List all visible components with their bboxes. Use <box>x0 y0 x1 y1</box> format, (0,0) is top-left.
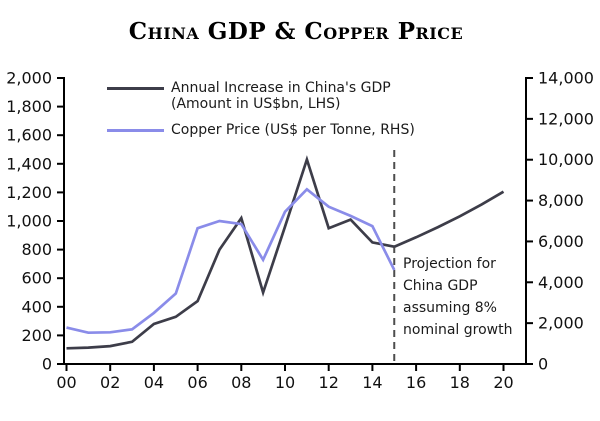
svg-text:2,000: 2,000 <box>6 69 52 88</box>
svg-text:1,600: 1,600 <box>6 126 52 145</box>
svg-text:10,000: 10,000 <box>538 150 594 169</box>
svg-text:4,000: 4,000 <box>538 273 584 292</box>
svg-text:1,400: 1,400 <box>6 154 52 173</box>
svg-text:800: 800 <box>21 240 52 259</box>
copper-line-swatch <box>107 129 164 132</box>
svg-text:2,000: 2,000 <box>538 314 584 333</box>
svg-text:12: 12 <box>319 373 339 392</box>
svg-text:14: 14 <box>362 373 382 392</box>
legend-label-gdp: Annual Increase in China's GDP (Amount i… <box>171 80 391 112</box>
legend-label-copper: Copper Price (US$ per Tonne, RHS) <box>171 122 415 138</box>
svg-text:08: 08 <box>231 373 251 392</box>
svg-text:18: 18 <box>450 373 470 392</box>
svg-text:6,000: 6,000 <box>538 232 584 251</box>
svg-text:8,000: 8,000 <box>538 191 584 210</box>
svg-text:1,200: 1,200 <box>6 183 52 202</box>
svg-text:1,000: 1,000 <box>6 212 52 231</box>
svg-text:16: 16 <box>406 373 426 392</box>
svg-text:10: 10 <box>275 373 295 392</box>
svg-text:200: 200 <box>21 326 52 345</box>
svg-text:12,000: 12,000 <box>538 109 594 128</box>
svg-text:600: 600 <box>21 269 52 288</box>
legend-entry-gdp: Annual Increase in China's GDP (Amount i… <box>107 80 415 112</box>
svg-text:14,000: 14,000 <box>538 69 594 88</box>
svg-text:0: 0 <box>42 355 52 374</box>
svg-text:02: 02 <box>100 373 120 392</box>
svg-text:0: 0 <box>538 355 548 374</box>
chart-title: China GDP & Copper Price <box>128 18 464 45</box>
svg-text:06: 06 <box>187 373 207 392</box>
svg-text:1,800: 1,800 <box>6 97 52 116</box>
legend: Annual Increase in China's GDP (Amount i… <box>107 80 415 138</box>
svg-text:04: 04 <box>144 373 164 392</box>
projection-annotation: Projection for China GDP assuming 8% nom… <box>403 256 513 338</box>
svg-text:400: 400 <box>21 297 52 316</box>
svg-text:00: 00 <box>56 373 76 392</box>
gdp-line-swatch <box>107 87 164 90</box>
legend-entry-copper: Copper Price (US$ per Tonne, RHS) <box>107 122 415 138</box>
svg-text:20: 20 <box>493 373 513 392</box>
